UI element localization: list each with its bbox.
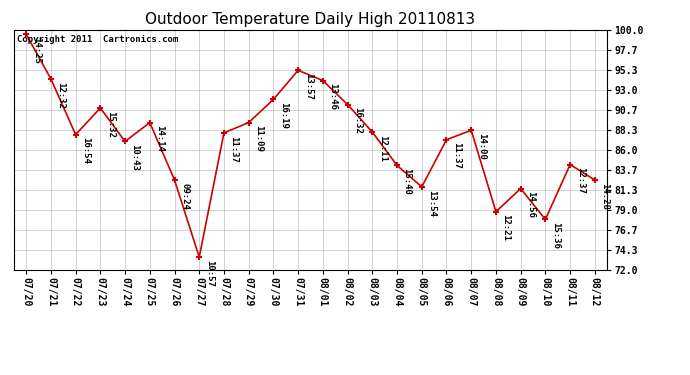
- Text: 14:25: 14:25: [32, 37, 41, 64]
- Text: 16:19: 16:19: [279, 102, 288, 129]
- Text: 10:43: 10:43: [130, 144, 139, 171]
- Text: 14:28: 14:28: [600, 183, 609, 210]
- Text: 13:57: 13:57: [304, 73, 313, 100]
- Title: Outdoor Temperature Daily High 20110813: Outdoor Temperature Daily High 20110813: [146, 12, 475, 27]
- Text: 12:11: 12:11: [378, 135, 387, 162]
- Text: 09:24: 09:24: [180, 183, 189, 210]
- Text: 14:00: 14:00: [477, 133, 486, 160]
- Text: 14:56: 14:56: [526, 191, 535, 218]
- Text: 13:54: 13:54: [427, 190, 436, 216]
- Text: 12:21: 12:21: [502, 214, 511, 242]
- Text: 16:54: 16:54: [81, 137, 90, 164]
- Text: 10:57: 10:57: [205, 260, 214, 287]
- Text: 16:32: 16:32: [353, 107, 362, 134]
- Text: 11:09: 11:09: [254, 125, 264, 152]
- Text: 14:14: 14:14: [155, 125, 164, 152]
- Text: Copyright 2011  Cartronics.com: Copyright 2011 Cartronics.com: [17, 35, 178, 44]
- Text: 11:37: 11:37: [230, 136, 239, 162]
- Text: 11:37: 11:37: [452, 142, 461, 170]
- Text: 12:37: 12:37: [575, 167, 584, 194]
- Text: 15:32: 15:32: [106, 111, 115, 138]
- Text: 15:40: 15:40: [402, 168, 412, 195]
- Text: 15:36: 15:36: [551, 222, 560, 249]
- Text: 12:32: 12:32: [57, 82, 66, 108]
- Text: 13:46: 13:46: [328, 83, 337, 110]
